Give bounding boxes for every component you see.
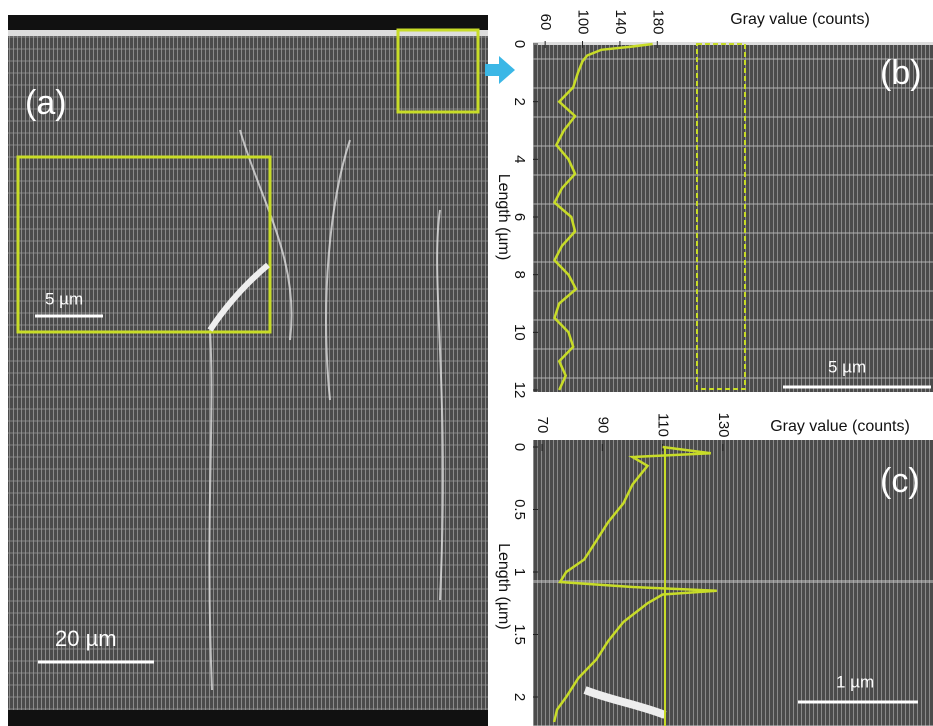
y-tick-label: 140 — [612, 9, 629, 34]
y-tick-label: 110 — [655, 413, 672, 437]
arrow — [485, 56, 515, 84]
x-tick-label: 6 — [511, 213, 528, 221]
y-tick-label: 130 — [715, 412, 732, 437]
scale-bar-label: 20 µm — [55, 626, 117, 651]
scale-bar-label: 5 µm — [828, 357, 866, 376]
panel-label: (b) — [880, 54, 922, 92]
x-tick-label: 1.5 — [511, 624, 528, 645]
panel-b: (b) 5 µm — [533, 42, 933, 392]
x-tick-label: 10 — [511, 324, 528, 341]
y-tick-label: 180 — [649, 9, 666, 34]
panel-label: (a) — [25, 84, 67, 122]
x-tick-label: 1 — [511, 568, 528, 576]
scale-bar-label: 5 µm — [45, 289, 83, 308]
axis-title: Gray value (counts) — [770, 418, 910, 435]
y-tick-label: 90 — [594, 417, 611, 434]
x-tick-label: 0 — [511, 443, 528, 451]
x-tick-label: 2 — [511, 693, 528, 701]
axis-title: Length (µm) — [495, 543, 512, 630]
y-tick-label: 70 — [534, 417, 551, 434]
panel-a: (a) 5 µm 20 µm — [8, 15, 488, 726]
panel-c: (c) 1 µm — [533, 440, 933, 726]
x-tick-label: 0 — [511, 40, 528, 48]
y-tick-label: 60 — [537, 14, 554, 31]
x-tick-label: 8 — [511, 270, 528, 278]
axis-title: Length (µm) — [495, 174, 512, 261]
x-tick-label: 12 — [511, 382, 528, 399]
axis-title: Gray value (counts) — [730, 11, 870, 28]
x-tick-label: 4 — [511, 155, 528, 163]
figure: (a) 5 µm 20 µm (b) 5 µm (c) 1 µm Gray va… — [0, 0, 933, 726]
x-tick-label: 2 — [511, 97, 528, 105]
panel-label: (c) — [880, 462, 920, 500]
y-tick-label: 100 — [575, 9, 592, 34]
x-tick-label: 0.5 — [511, 499, 528, 520]
scale-bar-label: 1 µm — [836, 672, 874, 691]
